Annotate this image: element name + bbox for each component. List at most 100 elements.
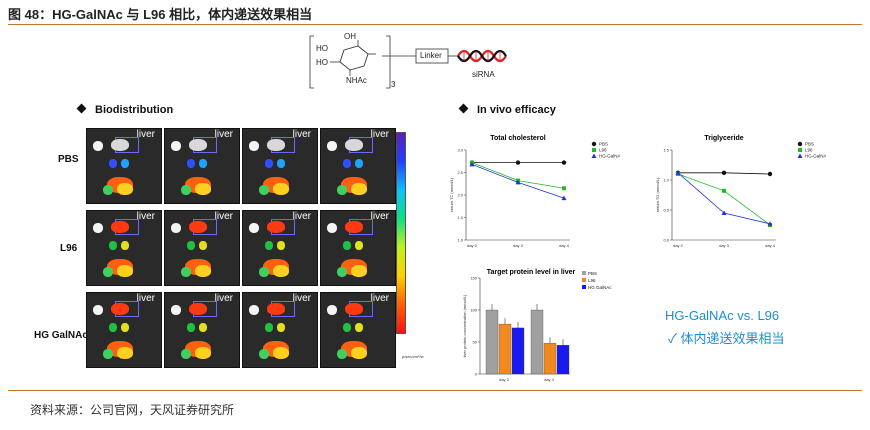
imaging-panel: liver [242,292,318,368]
organ-signal [343,323,351,332]
legend-marker [582,278,586,282]
bar-hg-galnac [556,345,570,375]
data-point [561,195,567,201]
organ-signal [111,221,129,233]
organ-signal [195,347,211,359]
legend-label: L96 [805,148,813,153]
structure-ho-upper: HO [316,44,328,53]
bar-pbs [530,309,544,375]
structure-ho-lower: HO [316,58,328,67]
imaging-panel: liver [320,210,396,286]
structure-linker: Linker [420,51,442,60]
organ-signal [337,267,347,277]
y-axis-label: serum TG (mmol/L) [655,177,660,212]
y-tick-label: 2.0 [457,193,463,198]
structure-oh-top: OH [344,32,356,41]
organ-signal [249,305,259,315]
bar-l96 [498,323,512,375]
y-tick-label: 50 [473,340,478,345]
row-label-l96: L96 [60,243,78,254]
organ-signal [259,267,269,277]
imaging-panel: liver [242,210,318,286]
organ-signal [189,303,207,315]
organ-signal [171,305,181,315]
organ-signal [109,241,117,250]
organ-signal [337,349,347,359]
y-tick-label: 0.0 [663,238,669,243]
liver-label: liver [292,211,311,222]
organ-signal [93,223,103,233]
summary-text: ✓ 体内递送效果相当 [668,331,785,346]
organ-signal [171,223,181,233]
organ-signal [117,183,133,195]
x-tick-label: day 4 [765,243,776,248]
organ-signal [259,185,269,195]
liver-label: liver [214,129,233,140]
liver-label: liver [370,293,389,304]
organ-signal [267,139,285,151]
organ-signal [121,323,129,332]
row-label-hg-galnac: HG GalNAc [34,330,88,341]
legend-marker [797,153,803,158]
data-point [721,170,727,175]
structure-nhac: NHAc [346,76,367,85]
x-tick-label: day 3 [499,377,510,382]
legend-marker [582,285,586,289]
x-tick-label: day 4 [559,243,570,248]
footer-divider [8,390,862,391]
bar-l96 [543,343,557,375]
organ-signal [117,265,133,277]
organ-signal [111,139,129,151]
organ-signal [337,185,347,195]
organ-signal [249,223,259,233]
diamond-bullet-icon [76,103,87,114]
data-point [675,170,681,175]
y-tick-label: 1.0 [457,238,463,243]
figure-title: 图 48：HG-GalNAc 与 L96 相比，体内递送效果相当 [8,7,313,22]
y-tick-label: 100 [470,308,477,313]
liver-label: liver [370,211,389,222]
organ-signal [267,221,285,233]
triglyceride-svg: Triglyceride 0.0 0.5 1.0 1.5 day 0 day 3 day 4 s… [655,135,830,248]
organ-signal [121,241,129,250]
x-tick-label: day 0 [673,243,684,248]
organ-signal [343,241,351,250]
organ-signal [187,323,195,332]
legend-label: L96 [599,148,607,153]
organ-signal [327,223,337,233]
legend-marker [582,271,586,275]
data-point [722,188,726,193]
imaging-grid: liver liver liver liver liver liver liver liver… [86,128,406,372]
y-tick-label: 1.5 [663,148,669,153]
organ-signal [355,159,363,168]
colorbar-label: p/sec/cm²/sr [402,354,424,359]
imaging-colorbar [396,132,406,334]
organ-signal [171,141,181,151]
structure-drawing [309,35,507,89]
legend-marker [797,141,803,147]
y-tick-label: 0 [475,372,478,377]
title-divider [8,24,862,25]
legend-label: PBS [599,142,608,147]
chart-target-protein: Target protein level in liver 0 50 100 150 li… [450,264,620,382]
legend-marker [798,148,802,152]
legend-label: HG-GalNAc [599,154,620,159]
organ-signal [267,303,285,315]
organ-signal [345,303,363,315]
chart-title: Total cholesterol [490,135,546,142]
organ-signal [273,183,289,195]
organ-signal [355,241,363,250]
bar-hg-galnac [511,327,525,375]
legend-label: HG-GalNAc [805,154,826,159]
x-tick-label: day 3 [719,243,730,248]
organ-signal [93,305,103,315]
organ-signal [195,265,211,277]
organ-signal [109,323,117,332]
organ-signal [345,139,363,151]
organ-signal [121,159,129,168]
series-line-hg-galnac [677,172,771,225]
y-axis-label: serum TC (mmol/L) [449,177,454,212]
organ-signal [187,159,195,168]
target-protein-svg: Target protein level in liver 0 50 100 150 li… [462,269,612,382]
organ-signal [199,159,207,168]
